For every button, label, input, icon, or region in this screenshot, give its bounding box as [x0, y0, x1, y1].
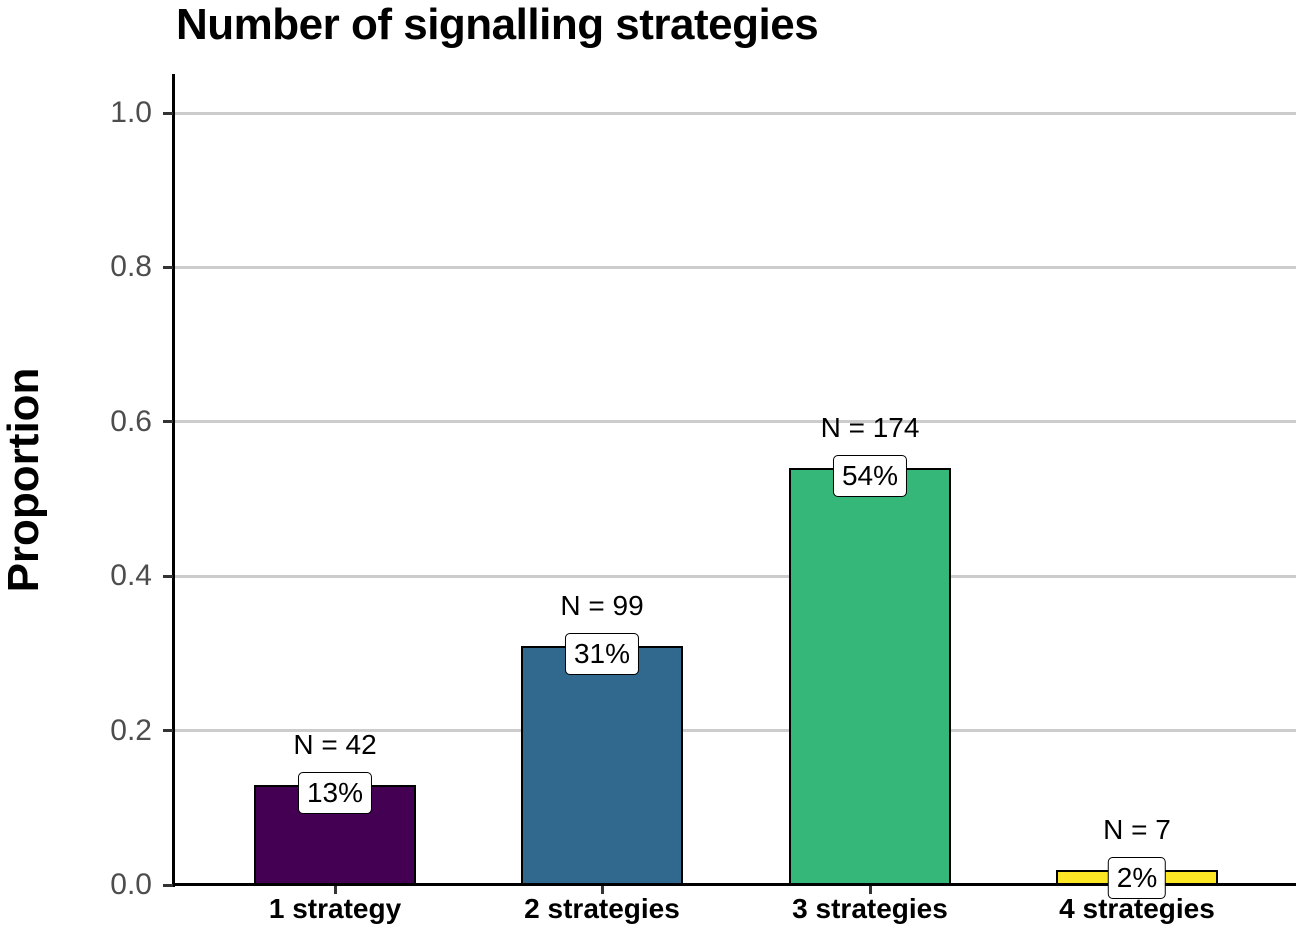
- gridline: [175, 265, 1296, 269]
- percent-label: 54%: [832, 455, 908, 498]
- x-tick-label: 2 strategies: [524, 893, 680, 924]
- y-tick: [163, 420, 173, 424]
- percent-label: 31%: [564, 632, 640, 675]
- y-tick: [163, 574, 173, 578]
- count-label: N = 99: [560, 589, 644, 621]
- y-tick: [163, 265, 173, 269]
- x-tick-label: 1 strategy: [268, 893, 402, 924]
- y-axis-line: [172, 74, 175, 887]
- gridline: [175, 111, 1296, 115]
- x-tick: [600, 886, 604, 894]
- y-tick-label: 0.6: [110, 404, 152, 438]
- y-tick: [163, 883, 173, 887]
- y-tick-label: 0.8: [110, 250, 152, 284]
- y-tick: [163, 111, 173, 115]
- gridline: [175, 574, 1296, 578]
- x-tick: [333, 886, 337, 894]
- gridline: [175, 729, 1296, 733]
- x-tick: [868, 886, 872, 894]
- x-tick-label: 3 strategies: [792, 893, 948, 924]
- x-axis-line: [172, 883, 1296, 886]
- y-tick-label: 0.4: [110, 559, 152, 593]
- percent-label: 2%: [1107, 856, 1167, 899]
- y-axis-label: Proportion: [0, 367, 48, 593]
- count-label: N = 7: [1103, 813, 1171, 845]
- y-tick-label: 0.0: [110, 868, 152, 901]
- y-tick-label: 1.0: [110, 96, 152, 129]
- y-tick-label: 0.2: [110, 713, 152, 747]
- gridline: [175, 420, 1296, 424]
- y-tick: [163, 729, 173, 733]
- chart-title: Number of signalling strategies: [176, 0, 819, 49]
- bar-3: [789, 468, 951, 885]
- bar-2: [521, 645, 683, 885]
- percent-label: 13%: [297, 771, 373, 814]
- count-label: N = 174: [820, 412, 920, 444]
- count-label: N = 42: [293, 728, 377, 760]
